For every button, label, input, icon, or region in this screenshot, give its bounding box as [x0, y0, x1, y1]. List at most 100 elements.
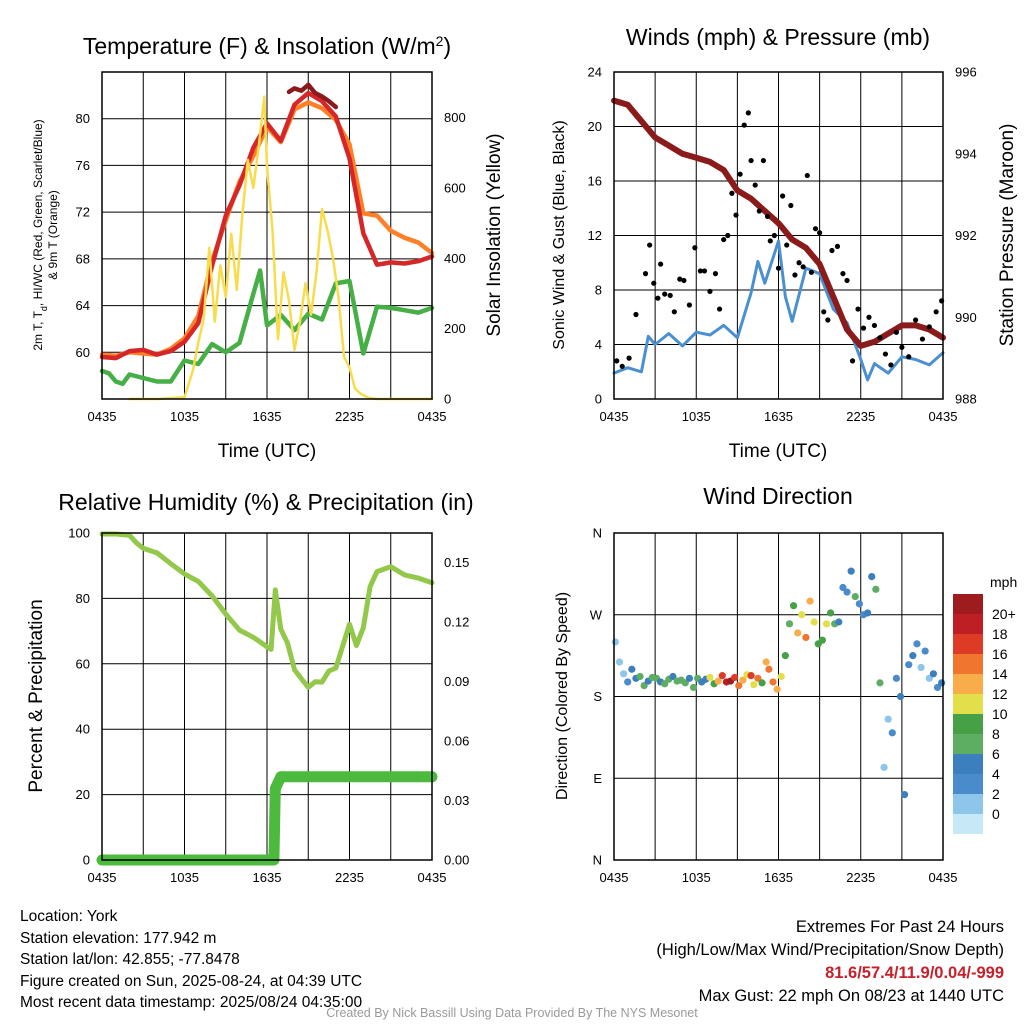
wind-direction-point — [810, 618, 818, 626]
wind-direction-point — [777, 672, 785, 681]
gust-point — [614, 358, 620, 364]
legend-swatch — [953, 794, 983, 814]
gust-point — [771, 232, 777, 239]
wind-direction-point — [785, 620, 794, 628]
humidity-chart-title: Relative Humidity (%) & Precipitation (i… — [58, 489, 473, 515]
wind-direction-point — [843, 588, 851, 596]
gust-point — [825, 317, 831, 323]
panel-2-border — [613, 71, 944, 400]
left-y-tick-label: N — [593, 526, 602, 541]
wind-direction-point — [619, 670, 628, 678]
relative-humidity-line — [99, 531, 435, 690]
wind-direction-point — [929, 670, 938, 678]
wind-direction-point — [758, 679, 766, 687]
left-y-tick-label: 0 — [595, 392, 602, 407]
left-y-tick-label: 60 — [76, 656, 90, 671]
gust-point — [662, 291, 668, 297]
created-text: Figure created on Sun, 2025-08-24, at 04… — [20, 972, 363, 990]
left-y-tick-label: 16 — [588, 174, 602, 189]
legend-swatch — [953, 754, 983, 774]
legend-label: 6 — [992, 746, 1000, 762]
x-tick-label: 0435 — [88, 870, 117, 885]
x-tick-label: 2235 — [846, 409, 875, 424]
wind-direction-point — [747, 672, 755, 680]
wind-direction-point — [835, 618, 843, 626]
left-y-tick-label: 12 — [588, 228, 602, 243]
wind-direction-point — [624, 678, 632, 686]
extremes-box: Extremes For Past 24 Hours (High/Low/Max… — [656, 916, 1004, 1008]
ylabel-subscript: d — [39, 306, 49, 311]
wind-direction-y-axis-label: Direction (Colored By Speed) — [554, 592, 571, 800]
x-tick-label: 0435 — [418, 870, 447, 885]
legend-swatch — [953, 614, 983, 634]
gust-point — [760, 157, 767, 164]
x-tick-label: 0435 — [600, 409, 629, 424]
legend-swatch — [953, 814, 983, 834]
x-tick-label: 1635 — [764, 409, 793, 424]
gust-point — [633, 311, 639, 318]
legend-label: 14 — [992, 666, 1008, 682]
insolation-y-axis-label: Solar Insolation (Yellow) — [484, 133, 505, 336]
gust-point — [788, 202, 794, 209]
right-y-tick-label: 0.03 — [444, 793, 469, 808]
legend-label: 12 — [992, 686, 1008, 702]
gust-point — [767, 238, 773, 244]
gust-point — [642, 271, 649, 277]
wind-direction-point — [789, 602, 798, 610]
gust-point — [796, 260, 802, 266]
winds-y-axis-label: Sonic Wind & Gust (Blue, Black) — [551, 120, 568, 349]
wind-direction-point — [872, 585, 880, 593]
temperature-series-line-3 — [99, 268, 435, 387]
gust-point — [716, 306, 723, 312]
gust-point — [808, 269, 815, 275]
wind-direction-point — [909, 652, 917, 660]
gust-point — [866, 314, 872, 320]
wind-direction-point — [735, 682, 743, 690]
x-tick-label: 1035 — [682, 870, 711, 885]
right-y-tick-label: 994 — [955, 146, 977, 161]
speed-legend: mph 0 2 4 6 8 10 12 14 16 18 20+ — [953, 574, 1017, 834]
left-y-tick-label: 4 — [595, 337, 602, 352]
gust-point — [647, 242, 653, 248]
wind-direction-point — [884, 715, 892, 723]
x-tick-label: 2235 — [335, 409, 364, 424]
x-tick-label: 1035 — [682, 409, 711, 424]
gust-point — [752, 182, 758, 188]
panel-4-grid — [614, 532, 943, 861]
x-tick-label: 0435 — [929, 870, 958, 885]
left-y-tick-label: 40 — [76, 722, 90, 737]
panel-2-grid — [614, 71, 943, 400]
ylabel-part: , HI/WC (Red, Green, Scarlet/Blue) — [31, 119, 45, 306]
legend-label: 16 — [992, 646, 1008, 662]
wind-direction-point — [750, 681, 758, 689]
gust-point — [712, 271, 719, 277]
gust-point — [707, 288, 713, 294]
location-text: Location: York — [20, 908, 118, 925]
gust-point — [745, 110, 751, 116]
wind-direction-point — [822, 620, 831, 628]
legend-label: 10 — [992, 706, 1008, 722]
wind-direction-point — [905, 661, 913, 669]
legend-label: 20+ — [992, 606, 1016, 622]
legend-swatch — [953, 594, 983, 614]
gust-point — [658, 261, 664, 267]
panel-4-border — [613, 532, 944, 861]
x-tick-label: 0435 — [600, 870, 629, 885]
legend-title: mph — [990, 574, 1017, 590]
winds-x-axis-label: Time (UTC) — [729, 441, 828, 462]
temperature-x-axis-label: Time (UTC) — [218, 441, 317, 462]
wind-direction-point — [864, 609, 872, 617]
winds-chart-title: Winds (mph) & Pressure (mb) — [626, 24, 930, 50]
sonic-wind-line — [612, 239, 945, 382]
left-y-tick-label: 80 — [76, 111, 90, 126]
temperature-chart-title: Temperature (F) & Insolation (W/m2) — [83, 33, 451, 59]
gust-point — [701, 268, 708, 274]
left-y-tick-label: N — [593, 853, 602, 868]
wind-direction-point — [636, 672, 644, 681]
gust-point — [686, 302, 692, 308]
wind-direction-point — [880, 763, 888, 771]
right-y-tick-label: 0.00 — [444, 853, 469, 868]
right-y-tick-label: 990 — [955, 310, 977, 325]
right-y-tick-label: 996 — [955, 65, 977, 80]
left-y-tick-label: 68 — [76, 251, 90, 266]
